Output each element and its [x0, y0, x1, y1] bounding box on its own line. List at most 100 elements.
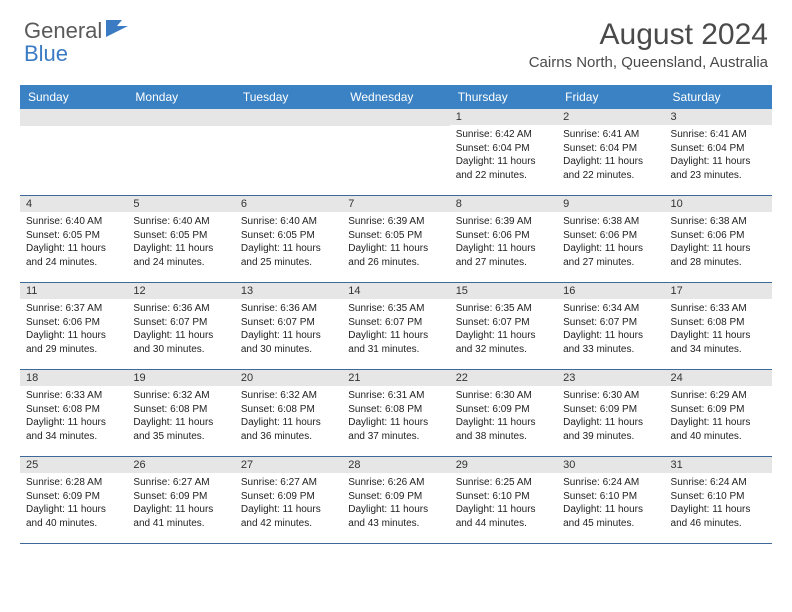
sunset-text: Sunset: 6:09 PM: [133, 490, 228, 504]
daylight-text: Daylight: 11 hours and 32 minutes.: [456, 329, 551, 356]
sunset-text: Sunset: 6:08 PM: [348, 403, 443, 417]
dayname-monday: Monday: [127, 85, 234, 109]
day-cell-16: 16Sunrise: 6:34 AMSunset: 6:07 PMDayligh…: [557, 283, 664, 369]
sunrise-text: Sunrise: 6:35 AM: [348, 302, 443, 316]
week-row: 1Sunrise: 6:42 AMSunset: 6:04 PMDaylight…: [20, 109, 772, 196]
day-cell-11: 11Sunrise: 6:37 AMSunset: 6:06 PMDayligh…: [20, 283, 127, 369]
daylight-text: Daylight: 11 hours and 22 minutes.: [456, 155, 551, 182]
day-details: Sunrise: 6:40 AMSunset: 6:05 PMDaylight:…: [127, 212, 234, 274]
day-number: 3: [665, 109, 772, 125]
sunset-text: Sunset: 6:10 PM: [563, 490, 658, 504]
day-number: 2: [557, 109, 664, 125]
sunrise-text: Sunrise: 6:30 AM: [563, 389, 658, 403]
day-number: 11: [20, 283, 127, 299]
sunset-text: Sunset: 6:09 PM: [671, 403, 766, 417]
daylight-text: Daylight: 11 hours and 23 minutes.: [671, 155, 766, 182]
daylight-text: Daylight: 11 hours and 33 minutes.: [563, 329, 658, 356]
day-details: Sunrise: 6:27 AMSunset: 6:09 PMDaylight:…: [127, 473, 234, 535]
day-details: Sunrise: 6:41 AMSunset: 6:04 PMDaylight:…: [557, 125, 664, 187]
daylight-text: Daylight: 11 hours and 24 minutes.: [26, 242, 121, 269]
daylight-text: Daylight: 11 hours and 44 minutes.: [456, 503, 551, 530]
day-cell-15: 15Sunrise: 6:35 AMSunset: 6:07 PMDayligh…: [450, 283, 557, 369]
daylight-text: Daylight: 11 hours and 40 minutes.: [671, 416, 766, 443]
day-details: Sunrise: 6:39 AMSunset: 6:06 PMDaylight:…: [450, 212, 557, 274]
daylight-text: Daylight: 11 hours and 36 minutes.: [241, 416, 336, 443]
day-number: 18: [20, 370, 127, 386]
day-cell-22: 22Sunrise: 6:30 AMSunset: 6:09 PMDayligh…: [450, 370, 557, 456]
title-block: August 2024 Cairns North, Queensland, Au…: [529, 18, 768, 71]
logo-flag-icon: [106, 20, 128, 42]
day-number: 6: [235, 196, 342, 212]
sunrise-text: Sunrise: 6:35 AM: [456, 302, 551, 316]
daylight-text: Daylight: 11 hours and 45 minutes.: [563, 503, 658, 530]
day-number: 8: [450, 196, 557, 212]
sunrise-text: Sunrise: 6:40 AM: [26, 215, 121, 229]
daylight-text: Daylight: 11 hours and 39 minutes.: [563, 416, 658, 443]
day-number: 13: [235, 283, 342, 299]
daylight-text: Daylight: 11 hours and 30 minutes.: [241, 329, 336, 356]
weeks-container: 1Sunrise: 6:42 AMSunset: 6:04 PMDaylight…: [20, 109, 772, 544]
day-details: Sunrise: 6:33 AMSunset: 6:08 PMDaylight:…: [665, 299, 772, 361]
day-details: Sunrise: 6:40 AMSunset: 6:05 PMDaylight:…: [20, 212, 127, 274]
daylight-text: Daylight: 11 hours and 37 minutes.: [348, 416, 443, 443]
day-cell-25: 25Sunrise: 6:28 AMSunset: 6:09 PMDayligh…: [20, 457, 127, 543]
sunset-text: Sunset: 6:04 PM: [671, 142, 766, 156]
day-cell-12: 12Sunrise: 6:36 AMSunset: 6:07 PMDayligh…: [127, 283, 234, 369]
day-details: Sunrise: 6:40 AMSunset: 6:05 PMDaylight:…: [235, 212, 342, 274]
day-cell-20: 20Sunrise: 6:32 AMSunset: 6:08 PMDayligh…: [235, 370, 342, 456]
daylight-text: Daylight: 11 hours and 42 minutes.: [241, 503, 336, 530]
sunrise-text: Sunrise: 6:31 AM: [348, 389, 443, 403]
daylight-text: Daylight: 11 hours and 34 minutes.: [671, 329, 766, 356]
daylight-text: Daylight: 11 hours and 25 minutes.: [241, 242, 336, 269]
day-cell-21: 21Sunrise: 6:31 AMSunset: 6:08 PMDayligh…: [342, 370, 449, 456]
day-cell-14: 14Sunrise: 6:35 AMSunset: 6:07 PMDayligh…: [342, 283, 449, 369]
sunrise-text: Sunrise: 6:32 AM: [241, 389, 336, 403]
day-details: Sunrise: 6:31 AMSunset: 6:08 PMDaylight:…: [342, 386, 449, 448]
day-number: 1: [450, 109, 557, 125]
sunset-text: Sunset: 6:07 PM: [133, 316, 228, 330]
sunset-text: Sunset: 6:06 PM: [26, 316, 121, 330]
sunset-text: Sunset: 6:05 PM: [133, 229, 228, 243]
daylight-text: Daylight: 11 hours and 41 minutes.: [133, 503, 228, 530]
sunrise-text: Sunrise: 6:32 AM: [133, 389, 228, 403]
day-cell-9: 9Sunrise: 6:38 AMSunset: 6:06 PMDaylight…: [557, 196, 664, 282]
day-cell-7: 7Sunrise: 6:39 AMSunset: 6:05 PMDaylight…: [342, 196, 449, 282]
day-number: [127, 109, 234, 126]
day-number: 9: [557, 196, 664, 212]
sunset-text: Sunset: 6:09 PM: [456, 403, 551, 417]
day-details: Sunrise: 6:38 AMSunset: 6:06 PMDaylight:…: [665, 212, 772, 274]
sunset-text: Sunset: 6:05 PM: [26, 229, 121, 243]
day-details: Sunrise: 6:36 AMSunset: 6:07 PMDaylight:…: [235, 299, 342, 361]
day-number: 7: [342, 196, 449, 212]
logo-line2: Blue: [24, 41, 68, 67]
day-number: 19: [127, 370, 234, 386]
sunrise-text: Sunrise: 6:41 AM: [563, 128, 658, 142]
day-number: 14: [342, 283, 449, 299]
day-cell-28: 28Sunrise: 6:26 AMSunset: 6:09 PMDayligh…: [342, 457, 449, 543]
day-details: [127, 126, 234, 186]
dayname-row: SundayMondayTuesdayWednesdayThursdayFrid…: [20, 85, 772, 109]
day-cell-29: 29Sunrise: 6:25 AMSunset: 6:10 PMDayligh…: [450, 457, 557, 543]
sunset-text: Sunset: 6:06 PM: [671, 229, 766, 243]
sunrise-text: Sunrise: 6:39 AM: [456, 215, 551, 229]
sunrise-text: Sunrise: 6:33 AM: [671, 302, 766, 316]
daylight-text: Daylight: 11 hours and 28 minutes.: [671, 242, 766, 269]
day-cell-26: 26Sunrise: 6:27 AMSunset: 6:09 PMDayligh…: [127, 457, 234, 543]
sunrise-text: Sunrise: 6:27 AM: [241, 476, 336, 490]
logo-text-blue: Blue: [24, 41, 68, 66]
day-cell-10: 10Sunrise: 6:38 AMSunset: 6:06 PMDayligh…: [665, 196, 772, 282]
daylight-text: Daylight: 11 hours and 27 minutes.: [563, 242, 658, 269]
sunset-text: Sunset: 6:08 PM: [26, 403, 121, 417]
calendar: SundayMondayTuesdayWednesdayThursdayFrid…: [20, 85, 772, 544]
sunrise-text: Sunrise: 6:26 AM: [348, 476, 443, 490]
day-cell-empty: [20, 109, 127, 195]
day-number: [235, 109, 342, 126]
sunrise-text: Sunrise: 6:40 AM: [133, 215, 228, 229]
day-details: Sunrise: 6:33 AMSunset: 6:08 PMDaylight:…: [20, 386, 127, 448]
sunset-text: Sunset: 6:08 PM: [671, 316, 766, 330]
daylight-text: Daylight: 11 hours and 24 minutes.: [133, 242, 228, 269]
day-details: Sunrise: 6:36 AMSunset: 6:07 PMDaylight:…: [127, 299, 234, 361]
dayname-tuesday: Tuesday: [235, 85, 342, 109]
day-number: [342, 109, 449, 126]
sunset-text: Sunset: 6:09 PM: [563, 403, 658, 417]
